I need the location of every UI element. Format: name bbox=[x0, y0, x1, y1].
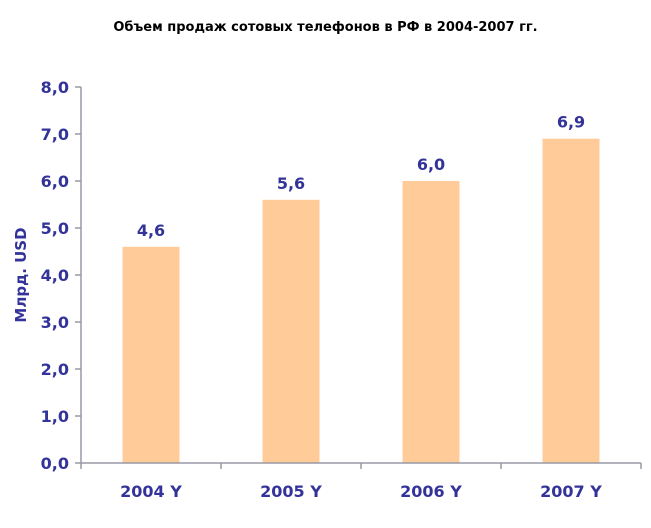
x-tick-label: 2006 Y bbox=[400, 482, 462, 501]
bar bbox=[542, 138, 600, 463]
y-tick-label: 5,0 bbox=[41, 219, 69, 238]
y-tick-label: 0,0 bbox=[41, 454, 69, 473]
y-tick-label: 7,0 bbox=[41, 125, 69, 144]
bars bbox=[122, 138, 600, 464]
y-tick-label: 8,0 bbox=[41, 78, 69, 97]
y-tick-label: 6,0 bbox=[41, 172, 69, 191]
data-label: 6,0 bbox=[417, 155, 445, 174]
y-axis-title-group: Млрд. USD bbox=[12, 227, 30, 322]
data-label: 4,6 bbox=[137, 221, 165, 240]
x-tick-label: 2005 Y bbox=[260, 482, 322, 501]
x-axis-labels: 2004 Y 2005 Y 2006 Y 2007 Y bbox=[80, 463, 642, 501]
bar bbox=[122, 246, 180, 463]
y-axis-ticks: 0,0 1,0 2,0 3,0 4,0 5,0 6,0 7,0 8,0 bbox=[41, 78, 81, 473]
x-tick-label: 2004 Y bbox=[120, 482, 182, 501]
data-label: 5,6 bbox=[277, 174, 305, 193]
y-tick-label: 3,0 bbox=[41, 313, 69, 332]
bar bbox=[262, 199, 320, 464]
y-axis-title: Млрд. USD bbox=[12, 227, 30, 322]
y-tick-label: 2,0 bbox=[41, 360, 69, 379]
bar bbox=[402, 181, 460, 463]
chart-title: Объем продаж сотовых телефонов в РФ в 20… bbox=[113, 20, 538, 35]
data-label: 6,9 bbox=[557, 113, 585, 132]
y-tick-label: 1,0 bbox=[41, 407, 69, 426]
y-tick-label: 4,0 bbox=[41, 266, 69, 285]
x-tick-label: 2007 Y bbox=[540, 482, 602, 501]
data-labels: 4,6 5,6 6,0 6,9 bbox=[137, 113, 585, 240]
